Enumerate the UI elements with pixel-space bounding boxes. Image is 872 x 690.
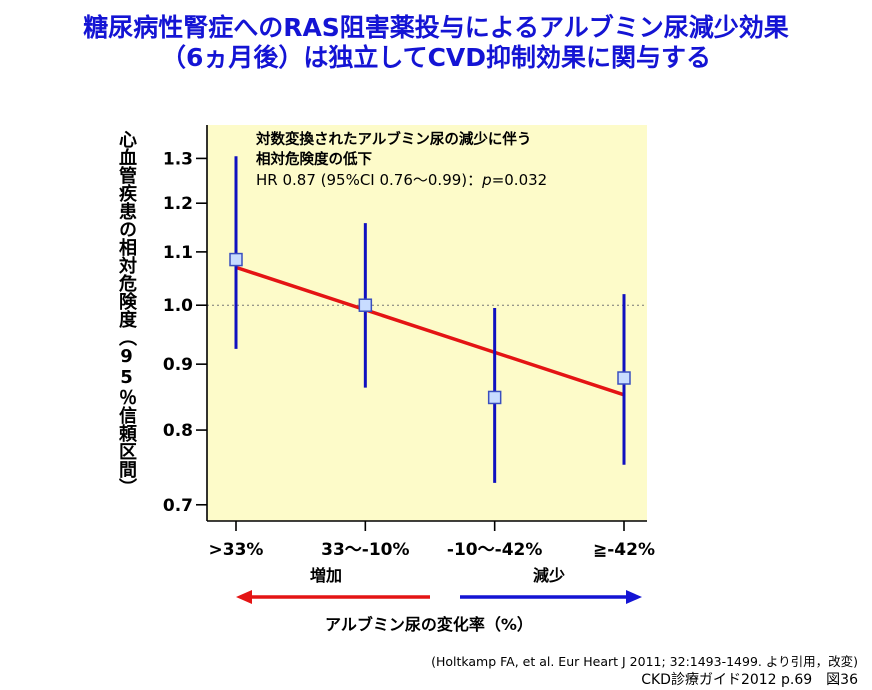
- x-tick-label: -10～-42%: [447, 540, 542, 560]
- x-tick-label: ≧-42%: [593, 540, 655, 560]
- x-ticks-group: >33% 33～-10% -10～-42% ≧-42%: [209, 521, 655, 560]
- x-axis-caption: アルブミン尿の変化率（%）: [325, 615, 533, 634]
- y-axis-label: 心血管疾患の相対危険度（95％信頼区間）: [116, 130, 137, 496]
- annotation-line3: HR 0.87 (95%CI 0.76～0.99)：p=0.032: [256, 171, 547, 189]
- y-tick-label: 1.0: [163, 296, 193, 316]
- increase-label: 増加: [310, 566, 342, 585]
- citation-guide: CKD診療ガイド2012 p.69 図36: [641, 672, 858, 688]
- y-tick-label: 1.2: [163, 194, 193, 214]
- x-tick-label: 33～-10%: [321, 540, 409, 560]
- annotation-line1: 対数変換されたアルブミン尿の減少に伴う: [255, 130, 531, 148]
- trend-line-group: [235, 265, 625, 397]
- y-tick-label: 0.8: [163, 421, 193, 441]
- decrease-arrow-head: [626, 590, 642, 604]
- y-tick-label: 1.1: [163, 243, 193, 263]
- citation-source: (Holtkamp FA, et al. Eur Heart J 2011; 3…: [431, 654, 858, 669]
- y-tick-label: 0.9: [163, 355, 193, 375]
- points-group: [229, 252, 631, 405]
- annotation-p-value: =0.032: [492, 171, 548, 189]
- data-point: [617, 371, 631, 385]
- plot-area: [207, 125, 647, 521]
- data-point: [487, 390, 502, 405]
- chart-title-line1: 糖尿病性腎症へのRAS阻害薬投与によるアルブミン尿減少効果: [83, 13, 789, 42]
- trend-line: [235, 265, 625, 397]
- data-point: [358, 298, 373, 312]
- chart-title-line2: （6ヵ月後）は独立してCVD抑制効果に関与する: [160, 43, 712, 72]
- annotation-hr: HR 0.87 (95%CI 0.76～0.99)：: [256, 171, 482, 189]
- y-ticks-group: 0.7 0.8 0.9 1.0 1.1 1.2 1.3: [163, 149, 207, 516]
- increase-arrow-head: [236, 590, 252, 604]
- annotation-line2: 相対危険度の低下: [256, 150, 372, 168]
- y-tick-label: 0.7: [163, 496, 193, 516]
- decrease-label: 減少: [533, 566, 565, 585]
- y-tick-label: 1.3: [163, 149, 193, 169]
- annotation-p: p: [481, 171, 492, 189]
- data-point: [229, 252, 243, 267]
- x-tick-label: >33%: [209, 540, 264, 560]
